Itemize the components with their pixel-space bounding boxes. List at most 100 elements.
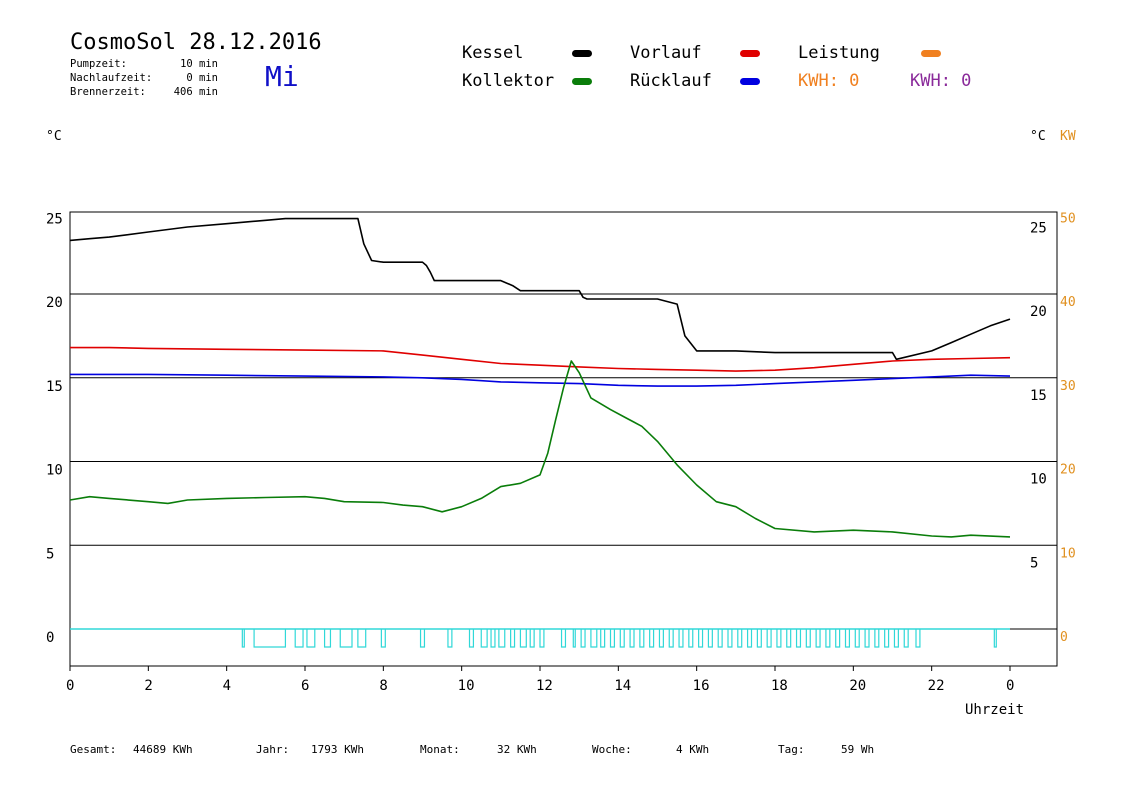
pump-pulse-22 — [600, 629, 606, 648]
right-temp-tick-20: 20 — [1030, 304, 1047, 320]
footer-tag-label: Tag: — [778, 743, 805, 756]
pump-pulse-32 — [698, 629, 704, 648]
pump-pulse-39 — [766, 629, 772, 648]
pump-pulse-43 — [805, 629, 811, 648]
pump-pulse-54 — [915, 629, 921, 648]
pump-pulse-20 — [580, 629, 586, 648]
legend-kessel-label: Kessel — [462, 43, 524, 63]
left-tick-0: 0 — [46, 630, 54, 646]
legend-leistung-swatch — [921, 50, 941, 57]
left-tick-20: 20 — [46, 295, 63, 311]
legend-kollektor-label: Kollektor — [462, 71, 555, 91]
pump-pulse-44 — [815, 629, 821, 648]
pump-pulse-2 — [294, 629, 304, 648]
pump-pulse-35 — [727, 629, 733, 648]
pump-pulse-10 — [468, 629, 475, 648]
footer-gesamt-value: 44689 KWh — [133, 743, 193, 756]
left-tick-labels: 0 5 10 15 20 25 — [46, 211, 63, 646]
pump-pulse-33 — [707, 629, 713, 648]
pump-pulse-45 — [825, 629, 831, 648]
brennerzeit-value: 406 min — [173, 86, 218, 98]
pump-pulse-36 — [737, 629, 743, 648]
pump-pulse-38 — [756, 629, 762, 648]
series-lines — [69, 217, 1011, 538]
footer-tag-value: 59 Wh — [841, 743, 875, 756]
weekday-label: Mi — [265, 60, 299, 93]
pump-pulse-8 — [419, 629, 426, 648]
footer-jahr-label: Jahr: — [256, 743, 290, 756]
right-temp-tick-25: 25 — [1030, 220, 1047, 236]
series-line-vorlauf — [70, 346, 1011, 372]
series-line-kollektor — [69, 360, 1011, 538]
pump-pulse-41 — [786, 629, 792, 648]
pump-pulse-50 — [874, 629, 880, 648]
legend-kwh-purple: KWH: 0 — [910, 71, 972, 91]
pumpzeit-label: Pumpzeit: — [70, 58, 127, 70]
left-tick-10: 10 — [46, 463, 63, 479]
x-tick-label-0: 0 — [66, 678, 74, 694]
pump-pulse-48 — [854, 629, 860, 648]
pump-pulse-27 — [649, 629, 655, 648]
pump-pulse-25 — [629, 629, 635, 648]
pump-pulse-42 — [795, 629, 802, 648]
legend-ruecklauf-label: Rücklauf — [630, 71, 712, 91]
pump-pulse-7 — [380, 629, 386, 648]
pump-pulse-26 — [639, 629, 645, 648]
x-axis-label: Uhrzeit — [965, 702, 1024, 718]
pump-pulse-14 — [510, 629, 516, 648]
x-tick-label-2: 4 — [223, 678, 231, 694]
x-tick-label-4: 8 — [379, 678, 387, 694]
right-power-tick-0: 0 — [1060, 630, 1068, 645]
pump-pulse-40 — [776, 629, 782, 648]
x-tick-label-10: 20 — [849, 678, 866, 694]
x-tick-label-6: 12 — [536, 678, 553, 694]
left-tick-15: 15 — [46, 379, 63, 395]
plot-frame — [69, 211, 1058, 667]
x-tick-labels: 0 2 4 6 8 10 12 14 16 18 20 22 0 — [66, 666, 1014, 694]
left-axis-unit: °C — [46, 129, 62, 144]
footer-gesamt-label: Gesamt: — [70, 743, 117, 756]
pump-pulse-9 — [447, 629, 453, 648]
x-tick-label-3: 6 — [301, 678, 309, 694]
footer-monat-label: Monat: — [420, 743, 460, 756]
pump-pulse-1 — [253, 629, 287, 648]
grid-lines — [70, 293, 1057, 630]
pumpzeit-value: 10 min — [180, 58, 218, 70]
footer-monat-value: 32 KWh — [497, 743, 537, 756]
x-tick-label-7: 14 — [614, 678, 631, 694]
pump-pulse-53 — [903, 629, 909, 648]
pump-pulse-49 — [864, 629, 870, 648]
legend-kollektor-swatch — [572, 78, 592, 85]
pump-pulse-3 — [306, 629, 316, 648]
x-tick-label-5: 10 — [458, 678, 475, 694]
chart-title: CosmoSol 28.12.2016 — [70, 30, 322, 55]
pump-pulse-31 — [688, 629, 694, 648]
nachlaufzeit-label: Nachlaufzeit: — [70, 72, 153, 84]
x-tick-label-12: 0 — [1006, 678, 1014, 694]
legend-kessel-swatch — [572, 50, 592, 57]
right-tick-labels: 5 10 15 20 25 0 10 20 30 40 50 — [1030, 211, 1076, 645]
legend-vorlauf-swatch — [740, 50, 760, 57]
pump-pulse-4 — [323, 629, 332, 648]
pump-pulse-0 — [241, 629, 245, 648]
pump-pulse-30 — [678, 629, 684, 648]
right-axis-unit-temp: °C — [1030, 129, 1046, 144]
pump-pulse-18 — [560, 629, 567, 648]
x-tick-label-11: 22 — [928, 678, 945, 694]
right-power-tick-40: 40 — [1060, 295, 1076, 310]
right-power-tick-50: 50 — [1060, 211, 1076, 226]
pump-pulse-23 — [609, 629, 616, 648]
pump-pulse-34 — [717, 629, 723, 648]
pump-pulse-24 — [619, 629, 625, 648]
pump-pulse-29 — [668, 629, 674, 648]
pump-pulse-47 — [844, 629, 851, 648]
pump-pulse-12 — [490, 629, 496, 648]
x-tick-label-1: 2 — [144, 678, 152, 694]
right-temp-tick-10: 10 — [1030, 472, 1047, 488]
pump-pulse-46 — [835, 629, 841, 648]
series-line-kessel — [69, 217, 1011, 361]
pump-pulse-55 — [993, 629, 997, 648]
legend-ruecklauf-swatch — [740, 78, 760, 85]
right-temp-tick-5: 5 — [1030, 555, 1038, 571]
